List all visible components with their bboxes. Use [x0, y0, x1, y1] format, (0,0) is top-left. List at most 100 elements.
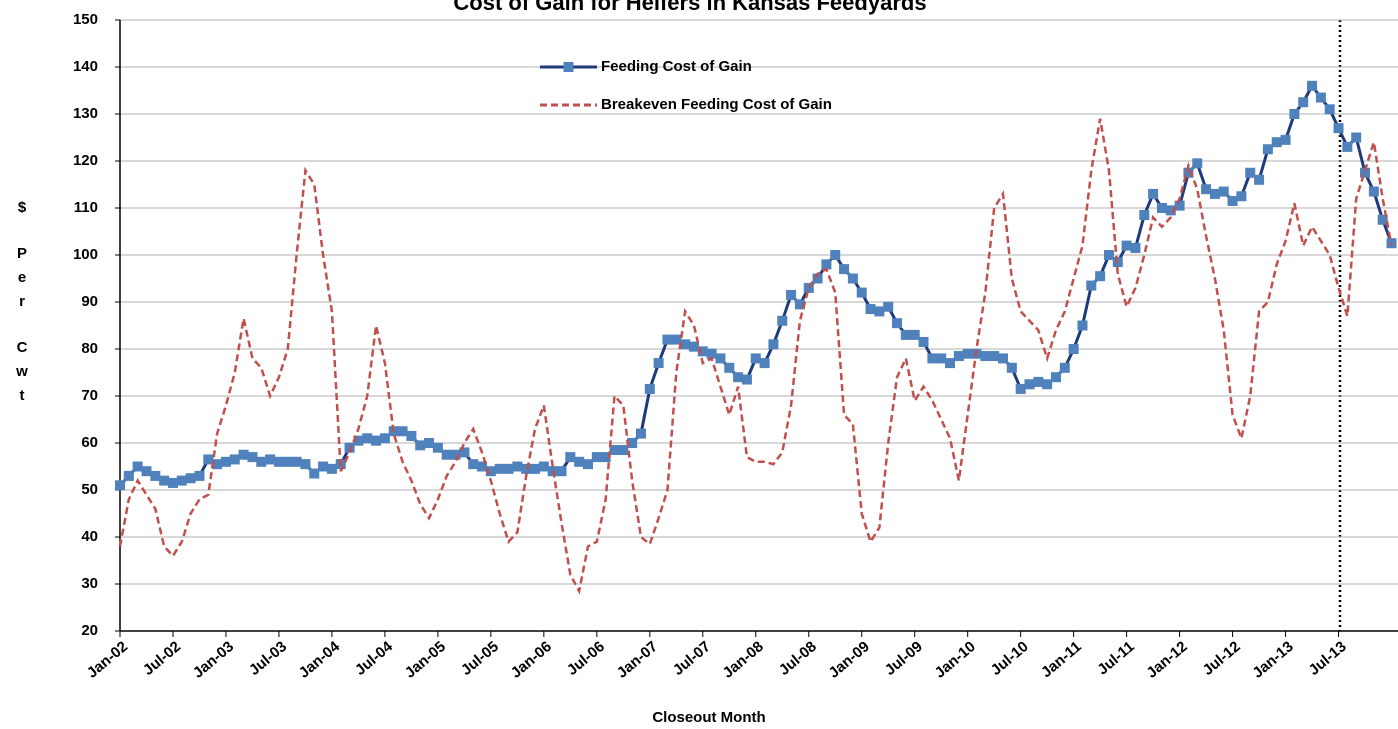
data-point: [627, 438, 638, 448]
data-point: [1377, 214, 1388, 225]
y-tick-label: 30: [81, 575, 98, 592]
data-point: [326, 463, 337, 474]
y-tick-label: 120: [73, 152, 98, 169]
data-point: [194, 470, 205, 481]
data-point: [415, 440, 426, 451]
series-line: [118, 83, 1393, 487]
y-tick-label: 150: [73, 11, 98, 28]
data-point: [159, 475, 170, 486]
data-point: [733, 372, 744, 383]
data-point: [724, 362, 735, 373]
data-point: [176, 475, 187, 486]
data-point: [644, 383, 655, 394]
data-point: [927, 353, 938, 364]
data-point: [900, 329, 911, 340]
data-point: [830, 250, 841, 260]
y-tick-label: 100: [73, 246, 98, 263]
legend-marker: [563, 62, 574, 72]
data-point: [1103, 250, 1114, 260]
x-axis-label: Closeout Month: [652, 709, 765, 726]
data-point: [424, 438, 435, 448]
data-point: [291, 456, 302, 467]
data-point: [768, 339, 779, 350]
x-tick-label: Jan-11: [1038, 638, 1085, 681]
data-point: [574, 456, 585, 467]
data-point: [1333, 123, 1344, 134]
data-point: [1351, 132, 1362, 143]
data-point: [203, 454, 214, 465]
data-point: [989, 351, 1000, 362]
data-point: [521, 463, 532, 474]
data-point: [680, 339, 691, 350]
data-point: [265, 454, 276, 465]
data-point: [406, 430, 417, 441]
data-point: [697, 346, 708, 357]
data-point: [1042, 379, 1053, 390]
data-point: [477, 461, 488, 472]
data-point: [1315, 92, 1326, 103]
data-point: [1068, 344, 1079, 354]
data-point: [618, 445, 629, 456]
data-point: [839, 264, 850, 275]
x-tick-label: Jan-10: [931, 638, 978, 682]
x-tick-label: Jul-08: [776, 638, 820, 679]
data-point: [821, 259, 832, 270]
x-tick-label: Jan-04: [296, 638, 344, 682]
data-point: [247, 452, 258, 463]
data-point: [1156, 203, 1167, 213]
data-point: [220, 456, 231, 467]
data-point: [371, 435, 382, 446]
x-tick-label: Jul-11: [1094, 638, 1138, 678]
x-tick-label: Jan-07: [614, 638, 661, 682]
y-tick-label: 40: [81, 528, 98, 545]
data-point: [1289, 109, 1300, 119]
data-point: [282, 456, 293, 467]
data-point: [582, 459, 593, 470]
data-point: [865, 304, 876, 315]
data-point: [485, 466, 496, 477]
data-point: [953, 351, 964, 362]
chart-title: Cost of Gain for Heifers in Kansas Feedy…: [453, 0, 926, 15]
data-point: [397, 426, 408, 437]
data-point: [688, 341, 699, 352]
data-point: [1236, 191, 1247, 202]
data-point: [918, 336, 929, 347]
data-point: [892, 318, 903, 329]
data-point: [1209, 188, 1220, 199]
legend-label: Feeding Cost of Gain: [601, 58, 752, 75]
data-point: [300, 459, 311, 470]
data-point: [512, 461, 523, 472]
data-point: [1033, 376, 1044, 387]
data-point: [980, 351, 991, 362]
data-point: [468, 459, 479, 470]
data-point: [591, 452, 602, 463]
data-point: [883, 301, 894, 312]
data-point: [759, 358, 770, 369]
x-tick-label: Jan-13: [1249, 638, 1296, 682]
y-tick-label: 70: [81, 387, 98, 404]
data-point: [1262, 144, 1273, 155]
data-point: [962, 348, 973, 359]
data-point: [150, 470, 161, 481]
data-point: [1227, 195, 1238, 206]
data-point: [441, 449, 452, 460]
data-point: [1139, 210, 1150, 221]
data-point: [945, 358, 956, 369]
data-point: [273, 456, 284, 467]
y-tick-label: 130: [73, 105, 98, 122]
data-point: [741, 374, 752, 385]
x-tick-label: Jan-06: [508, 638, 555, 682]
data-point: [1059, 362, 1070, 373]
y-tick-label: 80: [81, 340, 98, 357]
x-tick-label: Jul-06: [564, 638, 608, 679]
data-point: [1360, 167, 1371, 178]
data-point: [212, 459, 223, 470]
data-point: [167, 477, 178, 488]
data-point: [353, 435, 364, 446]
data-point: [803, 282, 814, 293]
data-point: [750, 353, 761, 364]
data-point: [1368, 186, 1379, 197]
data-point: [1148, 188, 1159, 199]
